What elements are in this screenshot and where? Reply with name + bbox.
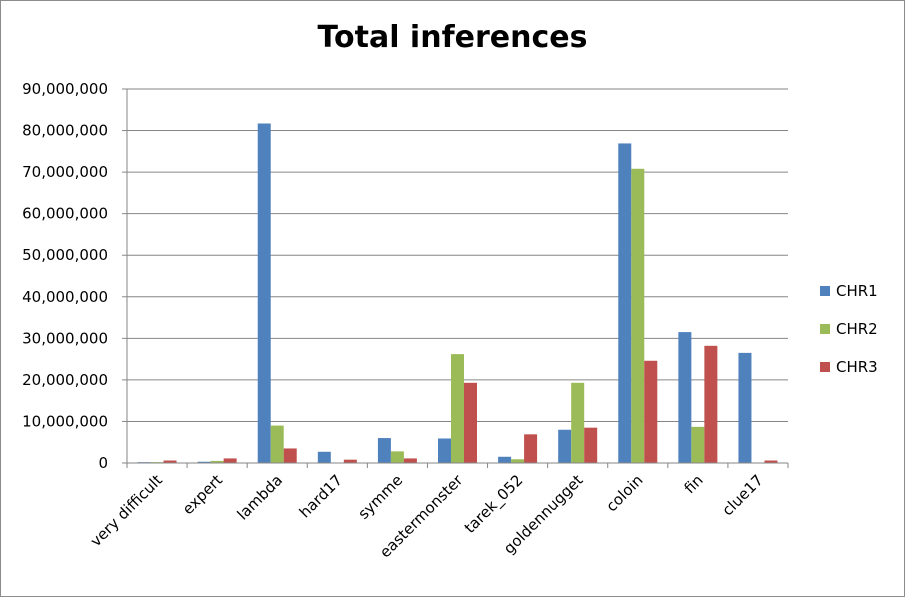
bar-chr2-symme: [390, 451, 404, 463]
bar-chr1-goldennugget: [558, 429, 572, 463]
chart-title: Total inferences: [317, 20, 588, 55]
y-tick-label: 40,000,000: [22, 288, 108, 306]
y-tick-label: 20,000,000: [22, 371, 108, 389]
bar-chr1-tarek-052: [498, 456, 512, 463]
bar-chr3-lambda: [283, 448, 297, 463]
x-tick-label: symme: [355, 471, 407, 523]
legend-label-chr3: CHR3: [836, 358, 878, 376]
x-tick-label: fin: [681, 471, 707, 497]
legend-label-chr2: CHR2: [836, 320, 878, 338]
bar-chr3-goldennugget: [584, 427, 598, 463]
x-tick-label: clue17: [719, 471, 767, 519]
bar-chr1-expert: [197, 461, 211, 463]
legend-swatch-chr2: [820, 324, 830, 334]
bar-chr2-tarek-052: [511, 459, 525, 463]
bar-chr2-lambda: [270, 425, 284, 463]
bar-chr2-coloin: [631, 168, 645, 463]
bar-chr2-goldennugget: [571, 382, 585, 463]
y-tick-label: 70,000,000: [22, 163, 108, 181]
bar-chr3-symme: [403, 458, 417, 463]
x-tick-label: very difficult: [87, 471, 166, 550]
bar-chr1-clue17: [738, 352, 752, 463]
x-tick-label: expert: [179, 471, 226, 518]
bar-chr2-fin: [691, 426, 705, 463]
bar-chr1-symme: [377, 438, 391, 463]
bar-chr3-very-difficult: [163, 460, 177, 463]
x-tick-label: lambda: [234, 471, 286, 523]
legend: CHR1 CHR2 CHR3: [820, 282, 878, 376]
bar-chr1-lambda: [257, 123, 271, 463]
bar-chr3-tarek-052: [524, 434, 538, 463]
bar-chr3-expert: [223, 458, 237, 463]
axes: 0 10,000,000 20,000,000 30,000,000 40,000,00…: [22, 80, 789, 561]
legend-swatch-chr1: [820, 286, 830, 296]
bar-chr3-fin: [704, 345, 718, 463]
legend-label-chr1: CHR1: [836, 282, 878, 300]
bar-chr1-fin: [678, 332, 692, 463]
y-tick-label: 30,000,000: [22, 329, 108, 347]
bar-chr1-eastermonster: [438, 438, 451, 463]
y-tick-label: 80,000,000: [22, 122, 108, 140]
legend-swatch-chr3: [820, 362, 830, 372]
x-tick-label: coloin: [602, 471, 646, 515]
x-tick-label: hard17: [296, 471, 346, 521]
gridlines: [127, 88, 788, 422]
bar-chr1-hard17: [317, 451, 331, 463]
bar-chr1-coloin: [618, 143, 632, 463]
bar-chr3-eastermonster: [464, 382, 477, 463]
y-tick-label: 60,000,000: [22, 205, 108, 223]
y-tick-label: 0: [98, 454, 108, 472]
bar-chr3-clue17: [764, 460, 778, 463]
y-tick-label: 50,000,000: [22, 246, 108, 264]
bar-chr2-eastermonster: [451, 354, 464, 463]
bar-chr3-coloin: [644, 360, 658, 463]
bars: [137, 123, 778, 463]
bar-chr2-expert: [210, 460, 224, 463]
bar-chr3-hard17: [343, 459, 357, 463]
y-tick-label: 10,000,000: [22, 412, 108, 430]
y-tick-label: 90,000,000: [22, 80, 108, 98]
